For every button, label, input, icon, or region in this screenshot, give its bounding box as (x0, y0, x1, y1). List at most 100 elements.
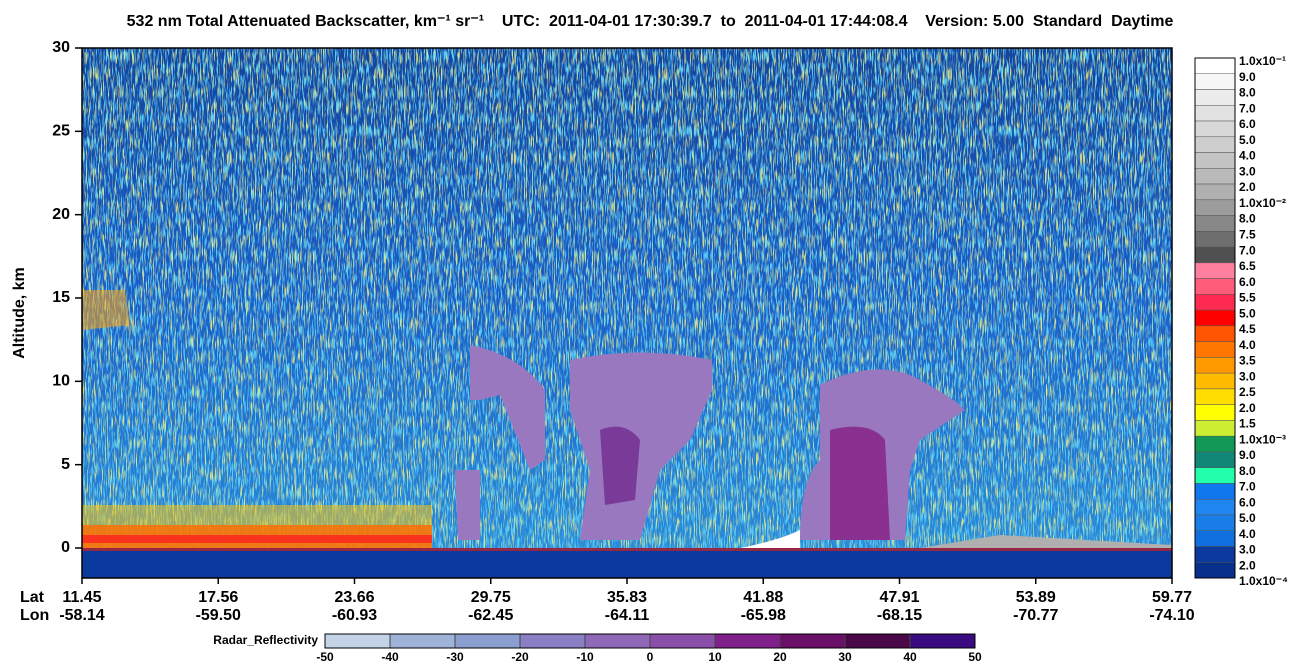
x-tick-label: -74.10 (1149, 607, 1194, 624)
colorbar-label: 1.0x10⁻³ (1239, 432, 1286, 446)
colorbar-bin (1194, 183, 1236, 201)
radar-tick-label: 10 (708, 650, 722, 664)
colorbar-bin (1194, 57, 1236, 75)
y-axis-label: Altitude, km (11, 267, 28, 359)
colorbar-label: 7.0 (1239, 480, 1256, 494)
colorbar-bin (1194, 357, 1236, 374)
radar-tick-label: -30 (446, 650, 464, 664)
y-tick-label: 15 (52, 289, 70, 306)
x-tick-label: 29.75 (471, 589, 511, 606)
colorbar-bin (1194, 341, 1236, 358)
x-tick-label: 59.77 (1152, 589, 1192, 606)
colorbar-label: 3.0 (1239, 369, 1256, 383)
radar-bin (715, 634, 780, 648)
x-tick-label: 41.88 (743, 589, 783, 606)
x-tick-label: -59.50 (196, 607, 241, 624)
colorbar-label: 5.0 (1239, 511, 1256, 525)
colorbar-bin (1194, 136, 1236, 153)
colorbar-label: 7.0 (1239, 243, 1256, 257)
radar-bin (520, 634, 585, 648)
colorbar-label: 3.0 (1239, 543, 1256, 557)
radar-label: Radar_Reflectivity (213, 633, 318, 647)
colorbar-label: 5.5 (1239, 291, 1256, 305)
colorbar-bin (1194, 467, 1236, 484)
colorbar-bin (1194, 73, 1236, 90)
x-tick-label: -70.77 (1013, 607, 1058, 624)
radar-bin (455, 634, 520, 648)
x-row-name: Lon (20, 607, 49, 624)
radar-frame (324, 633, 976, 649)
colorbar-label: 2.0 (1239, 558, 1256, 572)
colorbar-label: 1.0x10⁻⁴ (1239, 574, 1288, 588)
x-tick-label: -58.14 (59, 607, 104, 624)
radar-bin (650, 634, 715, 648)
radar-bin (780, 634, 845, 648)
chart-title: 532 nm Total Attenuated Backscatter, km⁻… (127, 13, 1174, 30)
colorbar-bin (1194, 89, 1236, 106)
colorbar-bin (1194, 546, 1236, 563)
y-tick-label: 5 (61, 456, 70, 473)
radar-tick-label: -40 (381, 650, 399, 664)
colorbar-bin (1194, 120, 1236, 138)
colorbar-bin (1194, 215, 1236, 232)
colorbar-bin (1194, 278, 1236, 295)
x-tick-label: -65.98 (741, 607, 786, 624)
colorbar-bin (1194, 561, 1236, 579)
x-tick-label: -60.93 (332, 607, 377, 624)
colorbar-bin (1194, 105, 1236, 122)
colorbar-bin (1194, 530, 1236, 547)
radar-tick-label: -10 (576, 650, 594, 664)
colorbar-label: 9.0 (1239, 448, 1256, 462)
x-row-name: Lat (20, 589, 45, 606)
radar-bin (845, 634, 910, 648)
radar-tick-label: 0 (647, 650, 654, 664)
colorbar-label: 4.0 (1239, 149, 1256, 163)
colorbar-label: 6.0 (1239, 117, 1256, 131)
y-tick-label: 0 (61, 539, 70, 556)
x-tick-label: -64.11 (605, 607, 650, 624)
x-tick-label: -62.45 (468, 607, 513, 624)
radar-tick-label: -50 (316, 650, 334, 664)
colorbar-label: 6.5 (1239, 259, 1256, 273)
colorbar-label: 2.0 (1239, 180, 1256, 194)
colorbar-label: 4.5 (1239, 322, 1256, 336)
colorbar-label: 1.0x10⁻¹ (1239, 54, 1286, 68)
colorbar-bin (1194, 514, 1236, 531)
radar-tick-label: 30 (838, 650, 852, 664)
x-tick-label: 53.89 (1016, 589, 1056, 606)
colorbar-label: 1.5 (1239, 417, 1256, 431)
x-tick-label: 23.66 (334, 589, 374, 606)
colorbar-label: 5.0 (1239, 306, 1256, 320)
colorbar-label: 6.0 (1239, 495, 1256, 509)
colorbar-bin (1194, 309, 1236, 327)
colorbar-bin (1194, 152, 1236, 169)
x-tick-label: 17.56 (198, 589, 238, 606)
colorbar-bin (1194, 325, 1236, 342)
colorbar-label: 8.0 (1239, 86, 1256, 100)
colorbar-bin (1194, 404, 1236, 421)
radar-tick-label: 40 (903, 650, 917, 664)
y-tick-label: 30 (52, 39, 70, 56)
colorbar-bin (1194, 199, 1236, 216)
y-tick-label: 10 (52, 373, 70, 390)
colorbar-bin (1194, 483, 1236, 500)
colorbar-label: 6.0 (1239, 275, 1256, 289)
y-tick-label: 25 (52, 123, 70, 140)
colorbar-label: 3.0 (1239, 164, 1256, 178)
colorbar-label: 3.5 (1239, 354, 1256, 368)
colorbar-label: 2.0 (1239, 401, 1256, 415)
x-tick-label: 11.45 (62, 589, 101, 606)
colorbar-label: 5.0 (1239, 133, 1256, 147)
radar-bin (910, 634, 975, 648)
colorbar-bin (1194, 294, 1236, 311)
colorbar-label: 4.0 (1239, 527, 1256, 541)
colorbar-bin (1194, 388, 1236, 405)
colorbar-frame (1194, 57, 1236, 579)
radar-tick-label: 50 (968, 650, 982, 664)
colorbar-label: 7.0 (1239, 101, 1256, 115)
colorbar-bin (1194, 262, 1236, 279)
radar-bin (585, 634, 650, 648)
colorbar-label: 8.0 (1239, 464, 1256, 478)
colorbar-label: 4.0 (1239, 338, 1256, 352)
